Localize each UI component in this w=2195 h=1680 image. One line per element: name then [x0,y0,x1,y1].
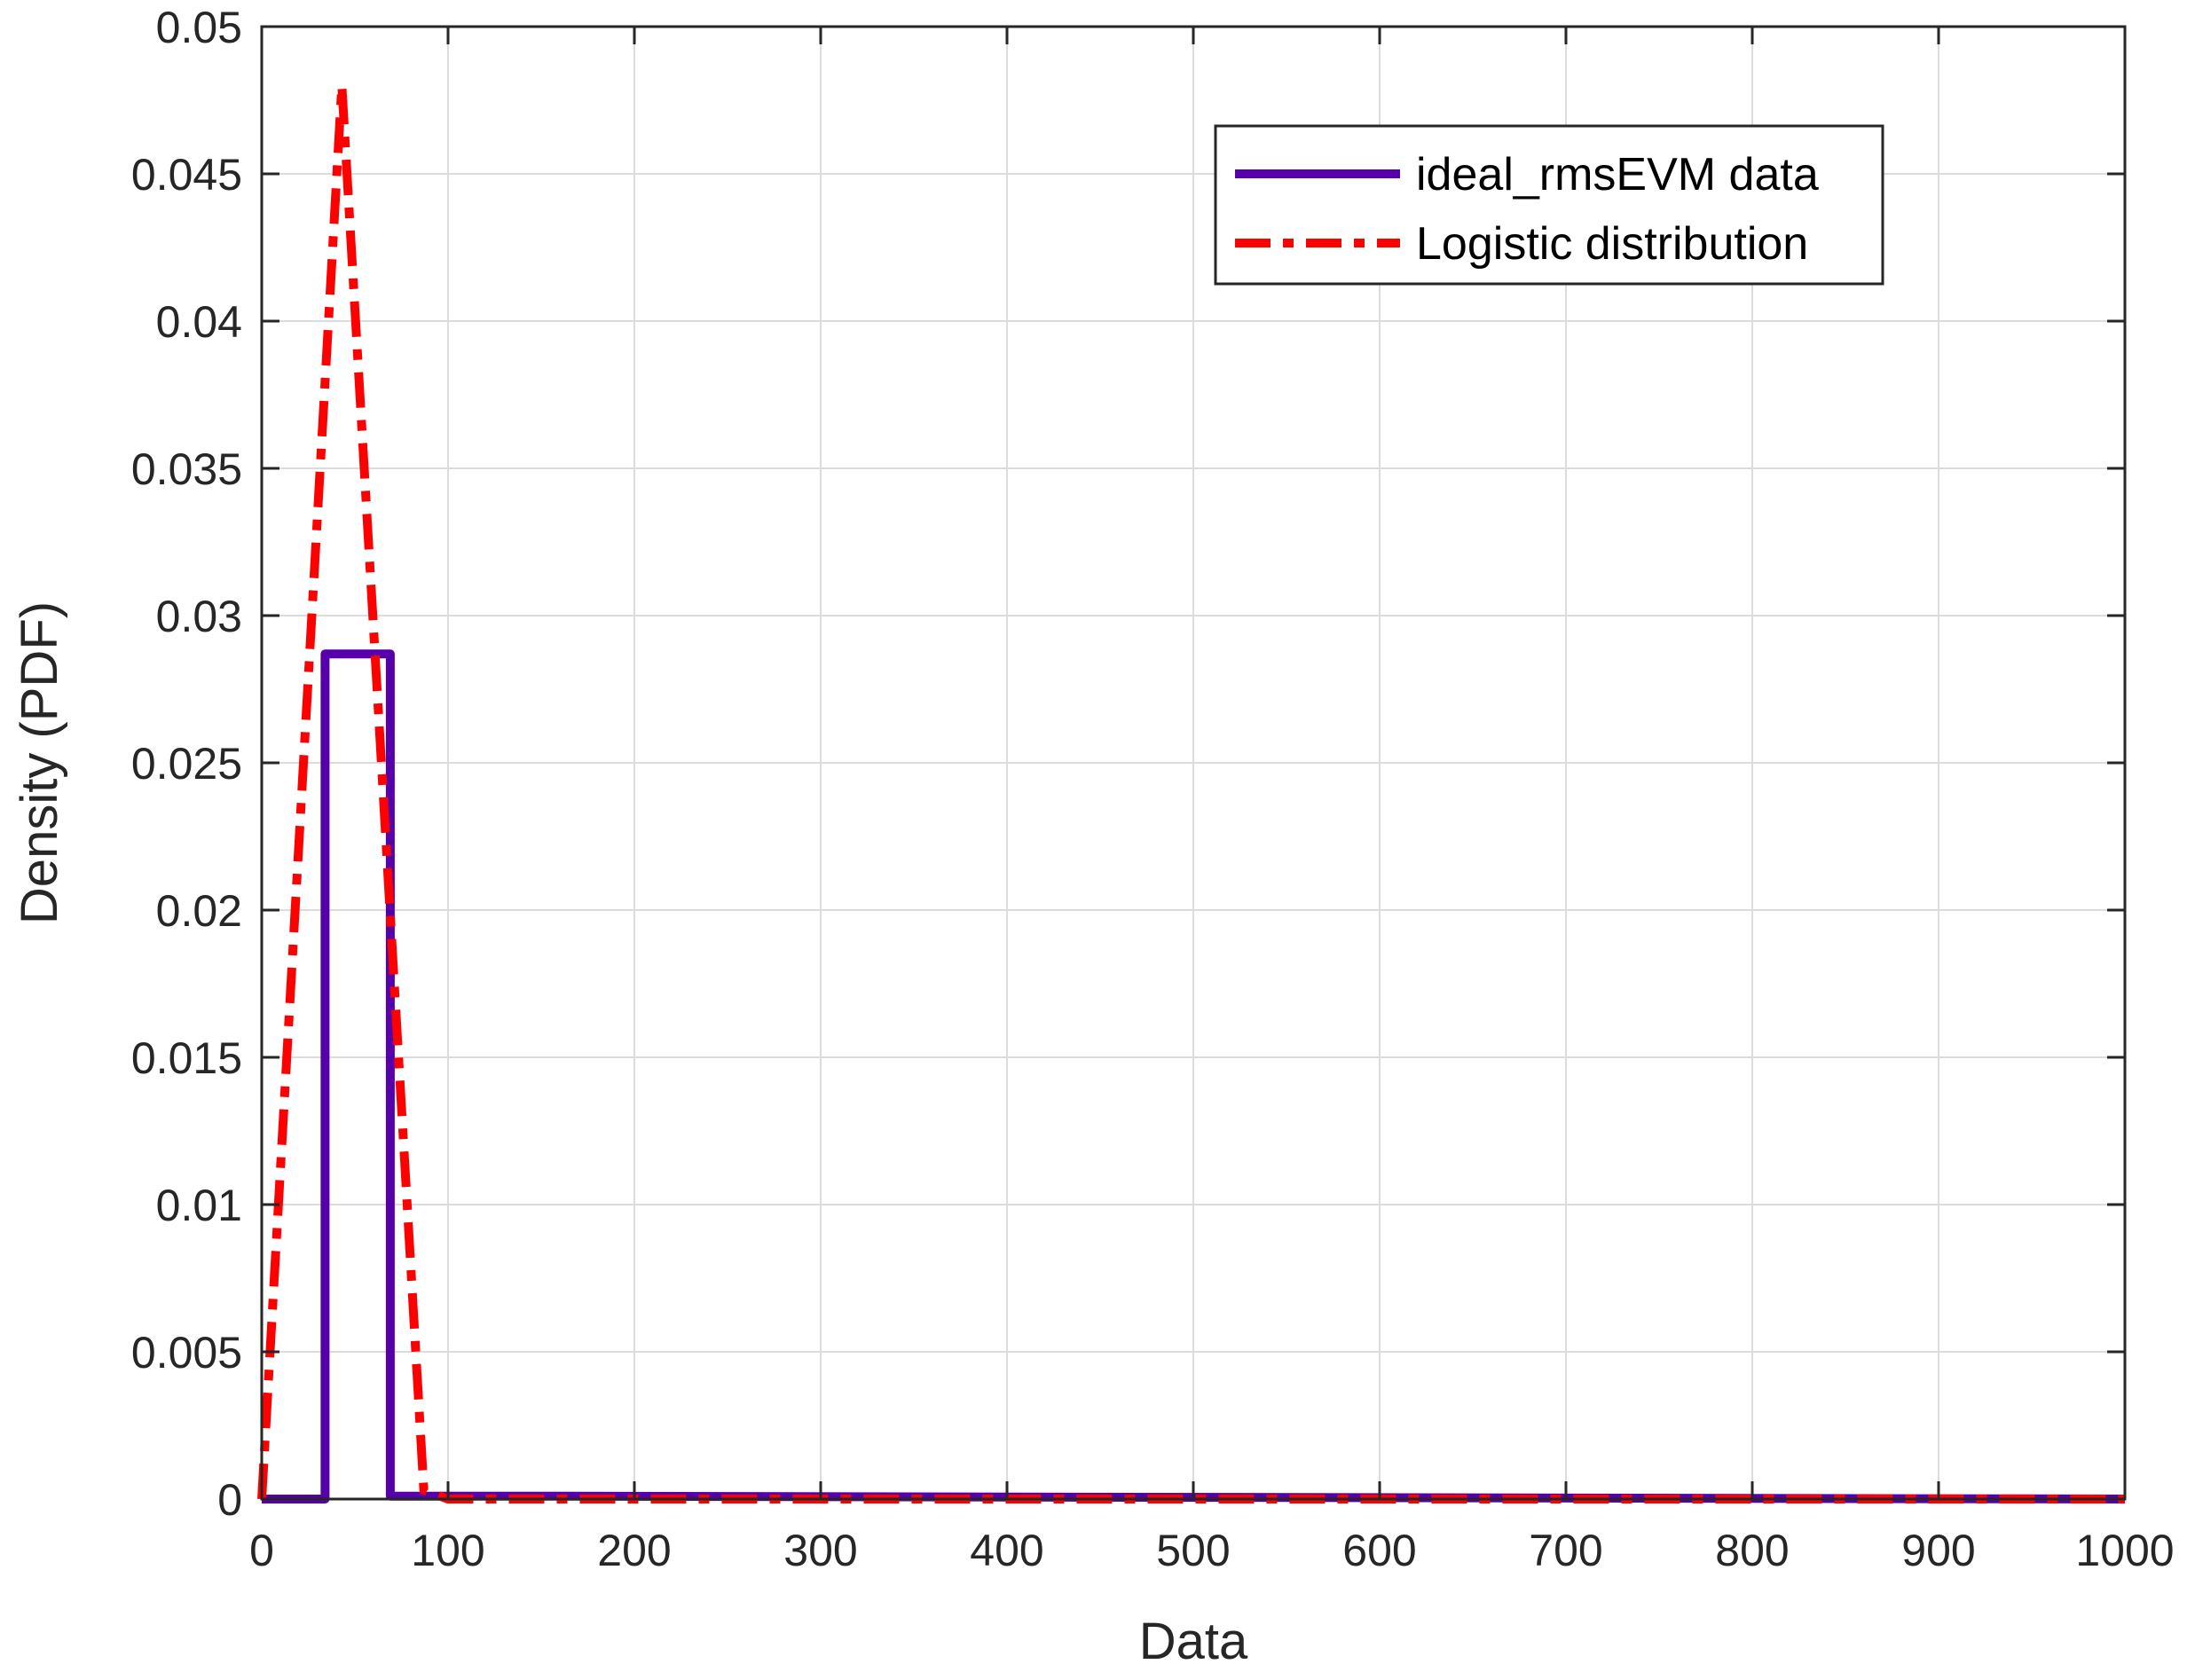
legend: ideal_rmsEVM data Logistic distribution [1214,124,1884,286]
y-tick-label: 0.05 [156,3,242,52]
y-tick-label: 0 [217,1475,242,1525]
x-tick-label: 0 [249,1526,274,1575]
y-tick-label: 0.03 [156,592,242,641]
y-tick-label: 0.04 [156,297,242,347]
x-tick-label: 600 [1342,1526,1416,1575]
x-tick-label: 300 [783,1526,857,1575]
y-tick-label: 0.035 [131,444,242,494]
x-axis-title: Data [1139,1613,1248,1670]
x-tick-label: 200 [597,1526,671,1575]
x-tick-labels: 0 100 200 300 400 500 600 700 800 900 1000 [249,1526,2175,1575]
y-tick-label: 0.02 [156,886,242,936]
x-tick-label: 500 [1156,1526,1230,1575]
y-tick-labels: 0 0.005 0.01 0.015 0.02 0.025 0.03 0.035 0.04 0.0… [131,3,242,1525]
y-axis-title: Density (PDF) [11,601,68,924]
x-tick-label: 700 [1529,1526,1602,1575]
y-tick-label: 0.01 [156,1181,242,1230]
x-tick-label: 900 [1901,1526,1975,1575]
x-tick-label: 800 [1715,1526,1789,1575]
legend-label-logistic: Logistic distribution [1416,218,1808,270]
y-tick-label: 0.045 [131,150,242,200]
x-tick-label: 1000 [2075,1526,2174,1575]
y-tick-label: 0.005 [131,1328,242,1378]
y-tick-label: 0.025 [131,739,242,789]
y-tick-label: 0.015 [131,1033,242,1083]
x-tick-label: 100 [411,1526,484,1575]
legend-label-ideal-rmsevm: ideal_rmsEVM data [1416,149,1819,200]
ticks [260,25,2127,1501]
x-tick-label: 400 [970,1526,1043,1575]
legend-box [1214,124,1884,286]
